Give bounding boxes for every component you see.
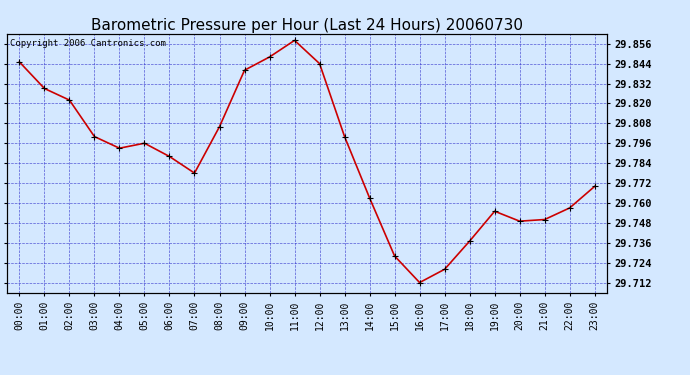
Title: Barometric Pressure per Hour (Last 24 Hours) 20060730: Barometric Pressure per Hour (Last 24 Ho… [91,18,523,33]
Text: Copyright 2006 Cantronics.com: Copyright 2006 Cantronics.com [10,39,166,48]
